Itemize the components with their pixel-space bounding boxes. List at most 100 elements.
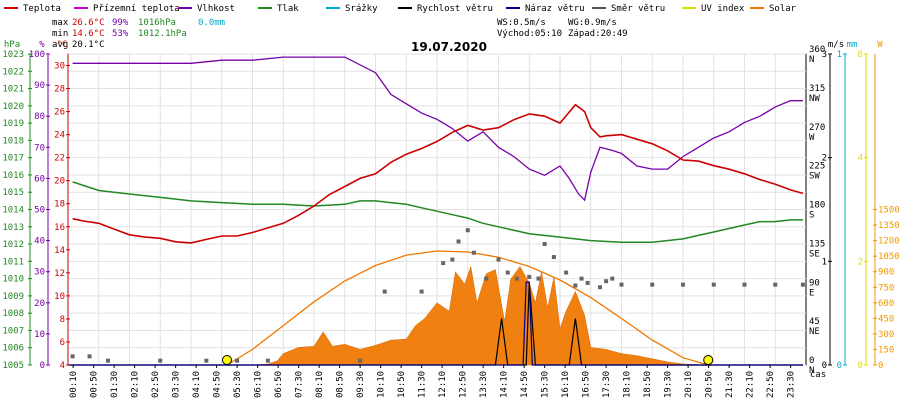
axis-x-tick-label: 09:30 <box>356 371 366 398</box>
axis-temperature-tick-label: 28 <box>54 85 65 95</box>
wind-direction-point <box>456 239 461 244</box>
axis-direction-degree: 225 <box>809 162 825 172</box>
wind-direction-point <box>619 282 624 287</box>
axis-x-tick-label: 14:50 <box>520 371 530 398</box>
wind-direction-point <box>70 354 75 359</box>
axis-temperature-tick-label: 18 <box>54 200 65 210</box>
wind-direction-point <box>604 279 609 284</box>
axis-x-tick-label: 04:10 <box>192 371 202 398</box>
axis-humidity-unit: % <box>39 40 45 50</box>
axis-solar: 0 150 300 450 600 750 900 1050 1200 1350 1500 W <box>873 40 900 371</box>
axis-pressure-tick-label: 1020 <box>2 102 24 112</box>
axis-solar-tick-label: 150 <box>878 345 894 355</box>
axis-direction-compass: W <box>809 133 815 143</box>
axis-x-tick-label: 06:10 <box>254 371 264 398</box>
axis-temperature-tick-label: 16 <box>54 223 65 233</box>
axis-temperature-tick-label: 20 <box>54 177 65 187</box>
axis-humidity-tick-label: 40 <box>34 237 45 247</box>
axis-x-tick-label: 22:10 <box>746 371 756 398</box>
stat-avg-label: avg <box>52 40 68 50</box>
axis-temperature-tick-label: 10 <box>54 292 65 302</box>
axis-temperature-tick-label: 6 <box>60 338 65 348</box>
axis-solar-tick-label: 1500 <box>878 206 900 216</box>
axis-x-tick-label: 16:10 <box>561 371 571 398</box>
axis-rain-tick-label: 0 <box>837 361 842 371</box>
axis-direction-compass: NE <box>809 327 820 337</box>
stat-avg-temp: 20.1°C <box>72 40 105 50</box>
axis-direction-compass: N <box>809 366 814 376</box>
axis-x-tick-label: 17:30 <box>602 371 612 398</box>
axis-direction-compass: S <box>809 211 814 221</box>
wind-direction-point <box>800 282 805 287</box>
axis-pressure-tick-label: 1008 <box>2 309 24 319</box>
axis-x-tick-label: 20:10 <box>684 371 694 398</box>
axis-x-tick-label: 14:10 <box>500 371 510 398</box>
axis-x-tick-label: 05:30 <box>233 371 243 398</box>
axis-solar-unit: W <box>877 40 883 50</box>
stat-min-press: 1012.1hPa <box>138 29 187 39</box>
axis-wind-tick-label: 0 <box>822 361 827 371</box>
axis-x-tick-label: 06:50 <box>274 371 284 398</box>
axis-rain-unit: mm <box>847 40 858 50</box>
axis-direction-compass: E <box>809 288 814 298</box>
axis-x-tick-label: 12:10 <box>438 371 448 398</box>
axis-humidity-tick-label: 60 <box>34 174 45 184</box>
wind-direction-point <box>681 282 685 287</box>
axis-rain: 0 1 mm <box>837 40 858 371</box>
wind-direction-point <box>551 255 556 260</box>
axis-uv-tick-label: 6 <box>858 50 863 60</box>
axis-temperature-tick-label: 14 <box>54 246 65 256</box>
axis-x-tick-label: 23:30 <box>787 371 797 398</box>
svg-text:max: max <box>52 18 69 28</box>
wind-direction-point <box>484 276 489 281</box>
axis-x-tick-label: 01:30 <box>110 371 120 398</box>
axis-direction-degree: 270 <box>809 123 825 133</box>
chart-title: 19.07.2020 <box>411 40 487 54</box>
axis-x-tick-label: 00:10 <box>69 371 79 398</box>
axis-temperature-tick-label: 8 <box>60 315 65 325</box>
wind-direction-point <box>235 358 240 363</box>
legend-label: UV index <box>701 4 745 14</box>
axis-temperature-tick-label: 22 <box>54 154 65 164</box>
axis-temperature-tick-label: 24 <box>54 131 65 141</box>
axis-pressure-tick-label: 1011 <box>2 257 24 267</box>
axis-wind-tick-label: 1 <box>822 257 827 267</box>
axis-humidity: 0 10 20 30 40 50 60 70 80 90 100% <box>29 40 50 371</box>
series-wind-gust <box>68 281 803 366</box>
axis-x-tick-label: 02:50 <box>151 371 161 398</box>
wind-direction-point <box>382 289 387 294</box>
axis-x-tick-label: 04:50 <box>213 371 223 398</box>
axis-uv: 0 2 4 6 <box>858 50 868 371</box>
axis-pressure-tick-label: 1019 <box>2 119 24 129</box>
axis-humidity-tick-label: 0 <box>40 361 45 371</box>
axis-rain-tick-label: 1 <box>837 50 842 60</box>
legend-label: Tlak <box>277 4 299 14</box>
axis-solar-tick-label: 0 <box>878 361 883 371</box>
axis-direction-degree: 45 <box>809 317 820 327</box>
axis-x-tick-label: 16:50 <box>582 371 592 398</box>
sun-marker-icon <box>221 355 232 365</box>
axis-x-tick-label: 03:30 <box>172 371 182 398</box>
wind-direction-point <box>158 358 163 363</box>
axis-wind-tick-label: 3 <box>822 50 827 60</box>
stat-max-temp: 26.6°C <box>72 18 105 28</box>
legend-label: Srážky <box>345 4 378 14</box>
series-pressure <box>72 181 803 244</box>
axis-x-tick-label: 15:30 <box>541 371 551 398</box>
axis-wind-tick-label: 2 <box>822 154 827 164</box>
legend-label: Přízemní teplota <box>93 4 180 14</box>
series-humidity <box>72 56 803 202</box>
series-solar-theoretical <box>226 250 709 366</box>
axis-humidity-tick-label: 100 <box>29 50 45 60</box>
axis-temperature: 4 6 8 10 12 14 16 18 20 22 24 26 28 30 °C <box>54 40 70 371</box>
wind-direction-point <box>542 242 547 247</box>
axis-direction-degree: 90 <box>809 278 820 288</box>
axis-x-tick-label: 13:30 <box>479 371 489 398</box>
axis-x-tick-label: 07:30 <box>295 371 305 398</box>
legend-label: Směr větru <box>611 4 665 14</box>
axis-x-tick-label: 18:50 <box>643 371 653 398</box>
axis-x-tick-label: 18:10 <box>623 371 633 398</box>
axis-uv-tick-label: 2 <box>858 257 863 267</box>
axis-humidity-tick-label: 20 <box>34 299 45 309</box>
